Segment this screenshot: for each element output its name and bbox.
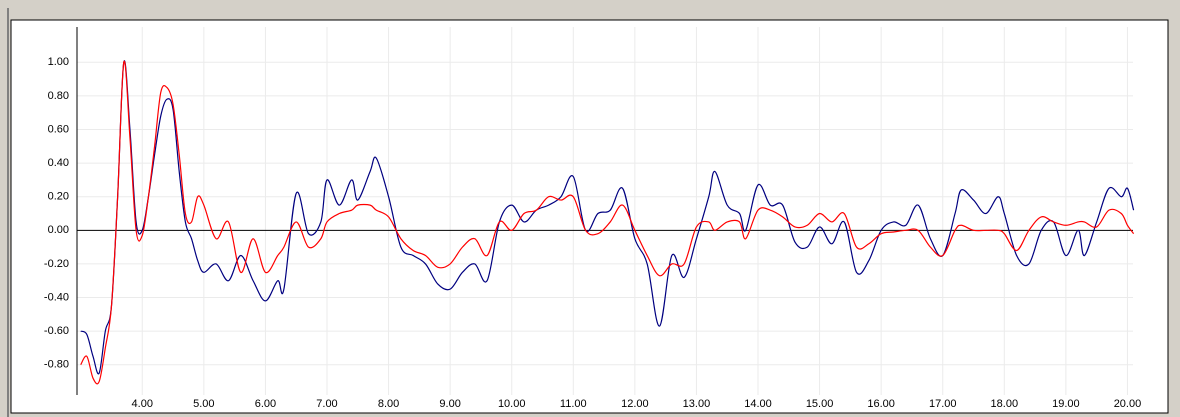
x-tick-label: 20.00 — [1114, 398, 1142, 410]
x-tick-label: 12.00 — [621, 398, 649, 410]
x-tick-label: 5.00 — [193, 398, 214, 410]
y-tick-label: 0.00 — [48, 224, 69, 236]
y-tick-label: 0.80 — [48, 90, 69, 102]
y-tick-label: -0.40 — [44, 291, 69, 303]
x-tick-label: 11.00 — [560, 398, 587, 410]
y-tick-label: -0.80 — [44, 359, 69, 371]
series-line — [80, 60, 1135, 385]
y-tick-label: 1.00 — [48, 56, 69, 68]
x-tick-label: 14.00 — [744, 398, 772, 410]
y-tick-label: 0.20 — [48, 191, 69, 203]
x-tick-label: 19.00 — [1052, 398, 1080, 410]
series-line — [80, 60, 1135, 375]
x-tick-label: 16.00 — [867, 398, 895, 410]
x-tick-label: 17.00 — [929, 398, 957, 410]
x-tick-label: 4.00 — [132, 398, 153, 410]
x-tick-label: 6.00 — [255, 398, 276, 410]
y-tick-label: 0.40 — [48, 157, 69, 169]
x-tick-label: 10.00 — [498, 398, 526, 410]
y-tick-label: -0.20 — [44, 258, 69, 270]
x-tick-label: 8.00 — [378, 398, 399, 410]
x-tick-label: 7.00 — [316, 398, 337, 410]
y-tick-label: 0.60 — [48, 123, 69, 135]
x-tick-label: 13.00 — [683, 398, 711, 410]
y-tick-label: -0.60 — [44, 325, 69, 337]
x-tick-label: 18.00 — [991, 398, 1019, 410]
x-tick-label: 9.00 — [439, 398, 460, 410]
x-tick-label: 15.00 — [806, 398, 834, 410]
